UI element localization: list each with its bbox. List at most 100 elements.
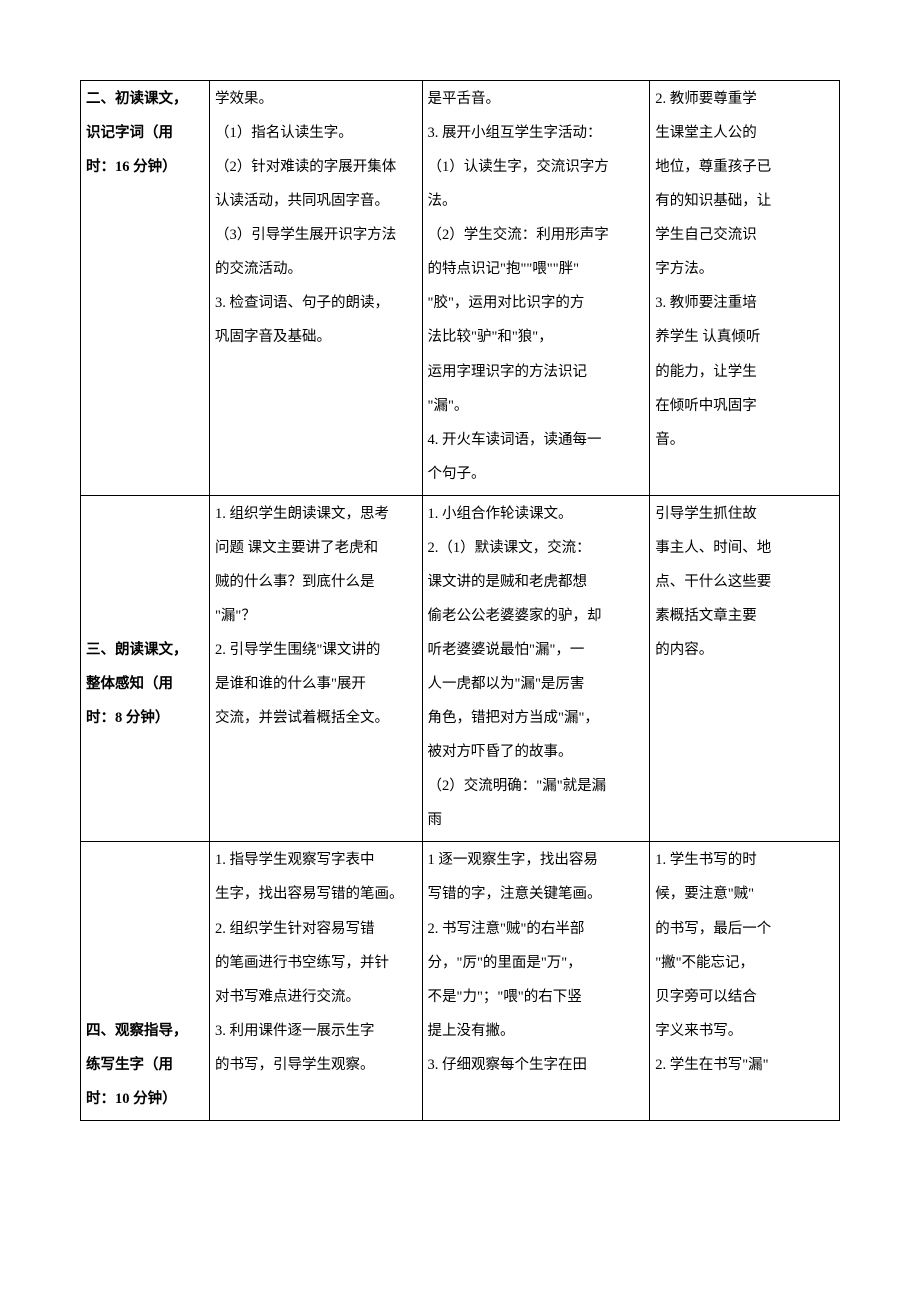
- text-line: 巩固字音及基础。: [215, 320, 417, 354]
- text-line: （2）学生交流：利用形声字: [428, 218, 645, 252]
- table-cell: 1. 学生书写的时候，要注意"贼"的书写，最后一个"撇"不能忘记，贝字旁可以结合…: [650, 842, 840, 1121]
- text-line: 的能力，让学生: [655, 355, 834, 389]
- text-line: [86, 877, 204, 911]
- text-line: 贝字旁可以结合: [655, 980, 834, 1014]
- text-line: [86, 599, 204, 633]
- text-line: 4. 开火车读词语，读通每一: [428, 423, 645, 457]
- text-line: 素概括文章主要: [655, 599, 834, 633]
- text-line: 识记字词（用: [86, 116, 204, 150]
- text-line: 是平舌音。: [428, 82, 645, 116]
- cell-content: 四、观察指导，练写生字（用时：10 分钟）: [81, 842, 209, 1120]
- table-row: 四、观察指导，练写生字（用时：10 分钟）1. 指导学生观察写字表中生字，找出容…: [81, 842, 840, 1121]
- text-line: 字义来书写。: [655, 1014, 834, 1048]
- text-line: "胶"，运用对比识字的方: [428, 286, 645, 320]
- cell-content: 二、初读课文，识记字词（用时：16 分钟）: [81, 81, 209, 188]
- text-line: 贼的什么事？到底什么是: [215, 565, 417, 599]
- text-line: 偷老公公老婆婆家的驴，却: [428, 599, 645, 633]
- text-line: 在倾听中巩固字: [655, 389, 834, 423]
- table-cell: 二、初读课文，识记字词（用时：16 分钟）: [81, 81, 210, 496]
- text-line: [86, 912, 204, 946]
- text-line: 运用字理识字的方法识记: [428, 355, 645, 389]
- table-row: 三、朗读课文，整体感知（用时：8 分钟）1. 组织学生朗读课文，思考问题 课文主…: [81, 495, 840, 842]
- cell-content: 2. 教师要尊重学生课堂主人公的地位，尊重孩子已有的知识基础，让学生自己交流识字…: [650, 81, 839, 461]
- text-line: 写错的字，注意关键笔画。: [428, 877, 645, 911]
- text-line: 四、观察指导，: [86, 1014, 204, 1048]
- text-line: 引导学生抓住故: [655, 497, 834, 531]
- text-line: 个句子。: [428, 457, 645, 491]
- text-line: 是谁和谁的什么事"展开: [215, 667, 417, 701]
- text-line: 对书写难点进行交流。: [215, 980, 417, 1014]
- text-line: 音。: [655, 423, 834, 457]
- table-cell: 引导学生抓住故事主人、时间、地点、干什么这些要素概括文章主要的内容。: [650, 495, 840, 842]
- text-line: [86, 980, 204, 1014]
- cell-content: 是平舌音。3. 展开小组互学生字活动：（1）认读生字，交流识字方法。（2）学生交…: [423, 81, 650, 495]
- text-line: 3. 仔细观察每个生字在田: [428, 1048, 645, 1082]
- text-line: 的特点识记"抱""喂""胖": [428, 252, 645, 286]
- cell-content: 1. 组织学生朗读课文，思考问题 课文主要讲了老虎和贼的什么事？到底什么是"漏"…: [210, 496, 422, 739]
- text-line: 3. 教师要注重培: [655, 286, 834, 320]
- text-line: 生课堂主人公的: [655, 116, 834, 150]
- text-line: 的书写，引导学生观察。: [215, 1048, 417, 1082]
- text-line: 2. 书写注意"贼"的右半部: [428, 912, 645, 946]
- text-line: 雨: [428, 803, 645, 837]
- text-line: 课文讲的是贼和老虎都想: [428, 565, 645, 599]
- text-line: 分，"厉"的里面是"万"，: [428, 946, 645, 980]
- text-line: 3. 检查词语、句子的朗读，: [215, 286, 417, 320]
- text-line: 角色，错把对方当成"漏"，: [428, 701, 645, 735]
- text-line: [86, 497, 204, 531]
- cell-content: 引导学生抓住故事主人、时间、地点、干什么这些要素概括文章主要的内容。: [650, 496, 839, 671]
- text-line: （1）认读生字，交流识字方: [428, 150, 645, 184]
- text-line: 时：16 分钟）: [86, 150, 204, 184]
- text-line: 2. 教师要尊重学: [655, 82, 834, 116]
- text-line: 时：8 分钟）: [86, 701, 204, 735]
- text-line: [86, 531, 204, 565]
- table-cell: 1. 小组合作轮读课文。2.（1）默读课文，交流：课文讲的是贼和老虎都想偷老公公…: [422, 495, 650, 842]
- text-line: 字方法。: [655, 252, 834, 286]
- text-line: 二、初读课文，: [86, 82, 204, 116]
- cell-content: 学效果。（1）指名认读生字。（2）针对难读的字展开集体认读活动，共同巩固字音。（…: [210, 81, 422, 359]
- text-line: 有的知识基础，让: [655, 184, 834, 218]
- text-line: 1 逐一观察生字，找出容易: [428, 843, 645, 877]
- text-line: （1）指名认读生字。: [215, 116, 417, 150]
- text-line: 整体感知（用: [86, 667, 204, 701]
- text-line: 时：10 分钟）: [86, 1082, 204, 1116]
- text-line: 事主人、时间、地: [655, 531, 834, 565]
- cell-content: 1 逐一观察生字，找出容易写错的字，注意关键笔画。2. 书写注意"贼"的右半部分…: [423, 842, 650, 1085]
- table-cell: 1. 组织学生朗读课文，思考问题 课文主要讲了老虎和贼的什么事？到底什么是"漏"…: [210, 495, 423, 842]
- cell-content: 1. 指导学生观察写字表中生字，找出容易写错的笔画。2. 组织学生针对容易写错的…: [210, 842, 422, 1085]
- cell-content: 1. 小组合作轮读课文。2.（1）默读课文，交流：课文讲的是贼和老虎都想偷老公公…: [423, 496, 650, 842]
- text-line: [86, 565, 204, 599]
- text-line: 2. 学生在书写"漏": [655, 1048, 834, 1082]
- text-line: "漏"。: [428, 389, 645, 423]
- text-line: 问题 课文主要讲了老虎和: [215, 531, 417, 565]
- text-line: （3）引导学生展开识字方法: [215, 218, 417, 252]
- text-line: 的笔画进行书空练写，并针: [215, 946, 417, 980]
- text-line: 练写生字（用: [86, 1048, 204, 1082]
- cell-content: 三、朗读课文，整体感知（用时：8 分钟）: [81, 496, 209, 739]
- text-line: 学效果。: [215, 82, 417, 116]
- text-line: [86, 946, 204, 980]
- table-cell: 是平舌音。3. 展开小组互学生字活动：（1）认读生字，交流识字方法。（2）学生交…: [422, 81, 650, 496]
- text-line: 地位，尊重孩子已: [655, 150, 834, 184]
- text-line: 2. 引导学生围绕"课文讲的: [215, 633, 417, 667]
- text-line: 的交流活动。: [215, 252, 417, 286]
- text-line: 法比较"驴"和"狼"，: [428, 320, 645, 354]
- text-line: 的书写，最后一个: [655, 912, 834, 946]
- text-line: （2）针对难读的字展开集体: [215, 150, 417, 184]
- text-line: "漏"？: [215, 599, 417, 633]
- text-line: 人一虎都以为"漏"是厉害: [428, 667, 645, 701]
- text-line: 2.（1）默读课文，交流：: [428, 531, 645, 565]
- text-line: 三、朗读课文，: [86, 633, 204, 667]
- text-line: 3. 展开小组互学生字活动：: [428, 116, 645, 150]
- text-line: 生字，找出容易写错的笔画。: [215, 877, 417, 911]
- cell-content: 1. 学生书写的时候，要注意"贼"的书写，最后一个"撇"不能忘记，贝字旁可以结合…: [650, 842, 839, 1085]
- text-line: 3. 利用课件逐一展示生字: [215, 1014, 417, 1048]
- table-cell: 1 逐一观察生字，找出容易写错的字，注意关键笔画。2. 书写注意"贼"的右半部分…: [422, 842, 650, 1121]
- text-line: 交流，并尝试着概括全文。: [215, 701, 417, 735]
- text-line: 1. 指导学生观察写字表中: [215, 843, 417, 877]
- table-row: 二、初读课文，识记字词（用时：16 分钟）学效果。（1）指名认读生字。（2）针对…: [81, 81, 840, 496]
- text-line: 不是"力"；"喂"的右下竖: [428, 980, 645, 1014]
- table-cell: 学效果。（1）指名认读生字。（2）针对难读的字展开集体认读活动，共同巩固字音。（…: [210, 81, 423, 496]
- text-line: 被对方吓昏了的故事。: [428, 735, 645, 769]
- text-line: 学生自己交流识: [655, 218, 834, 252]
